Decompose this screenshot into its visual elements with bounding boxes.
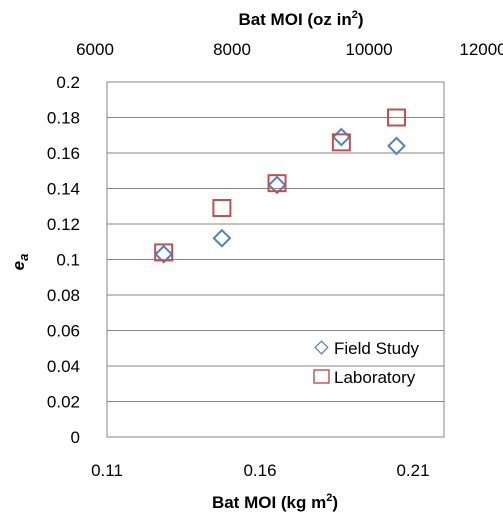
x-tick-label: 0.11 [91, 461, 123, 480]
legend-square-icon [313, 369, 330, 384]
laboratory-point [387, 108, 407, 127]
data-markers [154, 108, 407, 264]
legend: Field Study Laboratory [313, 339, 420, 387]
laboratory-point [267, 174, 287, 193]
top-axis-title: Bat MOI (oz in2) [238, 9, 363, 29]
y-tick-label: 0.14 [47, 180, 80, 199]
y-axis-ticks: 0 0.02 0.04 0.06 0.08 0.1 0.12 0.14 0.16 0.18 0.2 [47, 73, 80, 447]
y-tick-label: 0.18 [47, 109, 80, 128]
plot-area-border [106, 81, 445, 438]
legend-label-field-study: Field Study [334, 339, 420, 358]
laboratory-point [331, 133, 351, 152]
y-tick-label: 0.2 [56, 73, 80, 92]
legend-label-laboratory: Laboratory [334, 368, 416, 387]
x-axis-title: Bat MOI (kg m2) [212, 492, 338, 512]
y-tick-label: 0.16 [47, 144, 80, 163]
laboratory-point [154, 243, 174, 262]
legend-diamond-icon [314, 340, 329, 355]
field-study-point [154, 244, 174, 264]
top-tick-label: 6000 [76, 40, 114, 59]
top-tick-label: 10000 [345, 40, 392, 59]
laboratory-point [212, 199, 232, 218]
top-axis-ticks: 6000 8000 10000 12000 [76, 40, 503, 59]
y-tick-label: 0.1 [56, 251, 80, 270]
y-tick-label: 0.12 [47, 215, 80, 234]
y-tick-label: 0.04 [47, 357, 80, 376]
field-study-point [212, 228, 232, 248]
y-tick-label: 0.08 [47, 286, 80, 305]
x-tick-label: 0.21 [396, 461, 429, 480]
x-tick-label: 0.16 [243, 461, 276, 480]
y-axis-title: ea [9, 254, 31, 271]
field-study-point [267, 175, 287, 195]
y-tick-label: 0 [71, 428, 80, 447]
x-axis-ticks: 0.11 0.16 0.21 [91, 461, 429, 480]
field-study-point [331, 127, 351, 147]
field-study-point [387, 136, 406, 156]
y-tick-label: 0.02 [47, 393, 80, 412]
top-tick-label: 8000 [213, 40, 251, 59]
legend-item-laboratory: Laboratory [313, 368, 416, 387]
top-tick-label: 12000 [459, 40, 503, 59]
legend-item-field-study: Field Study [314, 339, 420, 358]
y-tick-label: 0.06 [47, 322, 80, 341]
